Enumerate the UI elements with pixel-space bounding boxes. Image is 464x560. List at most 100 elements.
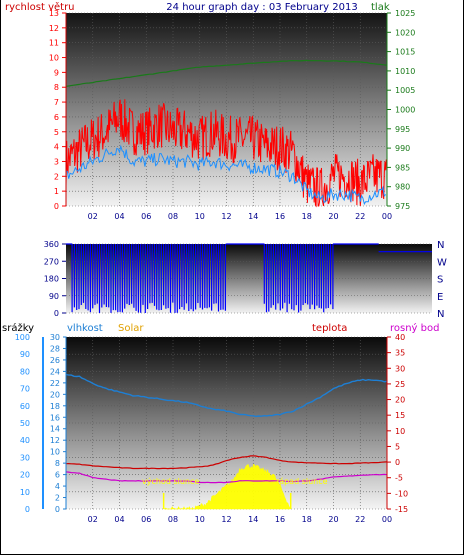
temperature-axis-tick-label: 20 xyxy=(395,396,405,405)
rain-axis-tick-label: 80 xyxy=(20,367,30,376)
humidity-axis-tick-label: 10 xyxy=(50,448,60,457)
direction-axis-tick-label: 0 xyxy=(54,309,59,318)
wind-axis-tick-label: 5 xyxy=(54,128,59,137)
temp-hour-tick-label: 04 xyxy=(114,515,124,524)
wind-axis-tick-label: 1 xyxy=(54,187,59,196)
rain-axis-tick-label: 40 xyxy=(20,436,30,445)
humidity-axis-tick-label: 6 xyxy=(55,471,60,480)
temp-hour-tick-label: 02 xyxy=(88,515,98,524)
wind-hour-tick-label: 02 xyxy=(88,212,98,221)
rain-axis-tick-label: 0 xyxy=(25,505,30,514)
humidity-series xyxy=(65,373,388,418)
dewpoint-label: rosný bod xyxy=(390,322,439,334)
wind-hour-tick-label: 06 xyxy=(141,212,151,221)
wind-axis-tick-label: 11 xyxy=(49,39,59,48)
wind-axis-tick-label: 7 xyxy=(54,98,59,107)
chart-title: 24 hour graph day : 03 February 2013 xyxy=(166,2,357,13)
direction-axis-tick-label: 360 xyxy=(44,240,59,249)
temperature-label: teplota xyxy=(312,323,347,334)
solar-area-series xyxy=(163,463,292,510)
wind-axis-tick-label: 13 xyxy=(49,9,59,18)
humidity-axis-tick-label: 16 xyxy=(50,413,60,422)
wind-hour-tick-label: 00 xyxy=(382,212,392,221)
wind-hour-tick-label: 20 xyxy=(328,212,338,221)
compass-tick-label: E xyxy=(437,292,443,303)
temp-hour-tick-label: 00 xyxy=(382,515,392,524)
humidity-axis-tick-label: 30 xyxy=(50,333,60,342)
temperature-axis-tick-label: 15 xyxy=(395,411,405,420)
rain-axis-tick-label: 10 xyxy=(20,488,30,497)
humidity-axis-tick-label: 20 xyxy=(50,390,60,399)
humidity-axis-tick-label: 18 xyxy=(50,402,60,411)
humidity-axis-tick-label: 2 xyxy=(55,494,60,503)
pressure-axis-tick-label: 1010 xyxy=(395,67,415,76)
wind-axis-tick-label: 2 xyxy=(54,172,59,181)
wind-hour-tick-label: 10 xyxy=(195,212,205,221)
temp-hour-tick-label: 14 xyxy=(248,515,258,524)
direction-axis-tick-label: 90 xyxy=(49,292,59,301)
humidity-axis-tick-label: 26 xyxy=(50,356,60,365)
wind-axis-tick-label: 6 xyxy=(54,113,59,122)
pressure-series xyxy=(65,59,388,87)
pressure-axis-tick-label: 980 xyxy=(395,183,410,192)
temp-hour-tick-label: 10 xyxy=(195,515,205,524)
rain-axis-tick-label: 90 xyxy=(20,350,30,359)
compass-tick-label: S xyxy=(437,275,443,286)
wind-hour-tick-label: 04 xyxy=(114,212,124,221)
wind-axis-tick-label: 10 xyxy=(49,54,59,63)
wind-axis-tick-label: 8 xyxy=(54,83,59,92)
pressure-axis-tick-label: 995 xyxy=(395,125,410,134)
wind-direction-series xyxy=(66,243,432,313)
humidity-axis-tick-label: 28 xyxy=(50,344,60,353)
rain-axis-tick-label: 20 xyxy=(20,471,30,480)
wind-axis-tick-label: 9 xyxy=(54,68,59,77)
wind-hour-tick-label: 12 xyxy=(221,212,231,221)
temperature-panel: srážky vlhkost Solar teplota rosný bod 0… xyxy=(2,322,439,524)
temperature-axis-tick-label: 30 xyxy=(395,364,405,373)
sunrise-annotation: východ slunce xyxy=(142,477,199,486)
compass-tick-label: N xyxy=(437,240,444,251)
sunset-annotation: západ slunce xyxy=(275,477,328,486)
pressure-axis-tick-label: 1025 xyxy=(395,9,415,18)
humidity-axis-tick-label: 12 xyxy=(50,436,60,445)
pressure-axis-tick-label: 1000 xyxy=(395,106,415,115)
pressure-axis-tick-label: 1020 xyxy=(395,28,415,37)
wind-axis-tick-label: 12 xyxy=(49,24,59,33)
rain-axis-tick-label: 100 xyxy=(15,333,30,342)
wind-average-series xyxy=(66,144,387,206)
temperature-axis-tick-label: 35 xyxy=(395,349,405,358)
humidity-axis-tick-label: 0 xyxy=(55,505,60,514)
temp-hour-tick-label: 16 xyxy=(275,515,285,524)
temp-hour-tick-label: 06 xyxy=(141,515,151,524)
wind-hour-tick-label: 18 xyxy=(302,212,312,221)
rain-axis-tick-label: 50 xyxy=(20,419,30,428)
wind-hour-tick-label: 22 xyxy=(355,212,365,221)
compass-tick-label: N xyxy=(437,309,444,320)
rain-axis-tick-label: 60 xyxy=(20,402,30,411)
humidity-label: vlhkost xyxy=(67,323,103,334)
humidity-axis-tick-label: 4 xyxy=(55,482,60,491)
temperature-axis-tick-label: -5 xyxy=(395,474,403,483)
temperature-axis-tick-label: 0 xyxy=(395,458,400,467)
rain-axis-tick-label: 70 xyxy=(20,385,30,394)
humidity-axis-tick-label: 24 xyxy=(50,367,60,376)
direction-axis-tick-label: 180 xyxy=(44,275,59,284)
pressure-axis-tick-label: 990 xyxy=(395,144,410,153)
temperature-axis-tick-label: -10 xyxy=(395,489,408,498)
temp-hour-tick-label: 18 xyxy=(302,515,312,524)
temp-hour-tick-label: 22 xyxy=(355,515,365,524)
humidity-axis-tick-label: 22 xyxy=(50,379,60,388)
humidity-axis-tick-label: 8 xyxy=(55,459,60,468)
pressure-axis-tick-label: 975 xyxy=(395,202,410,211)
temperature-axis-tick-label: 10 xyxy=(395,427,405,436)
temperature-axis-tick-label: 25 xyxy=(395,380,405,389)
wind-hour-tick-label: 16 xyxy=(275,212,285,221)
dewpoint-series xyxy=(65,471,388,484)
wind-hour-tick-label: 14 xyxy=(248,212,258,221)
solar-label: Solar xyxy=(118,323,144,334)
rain-label: srážky xyxy=(2,322,34,334)
